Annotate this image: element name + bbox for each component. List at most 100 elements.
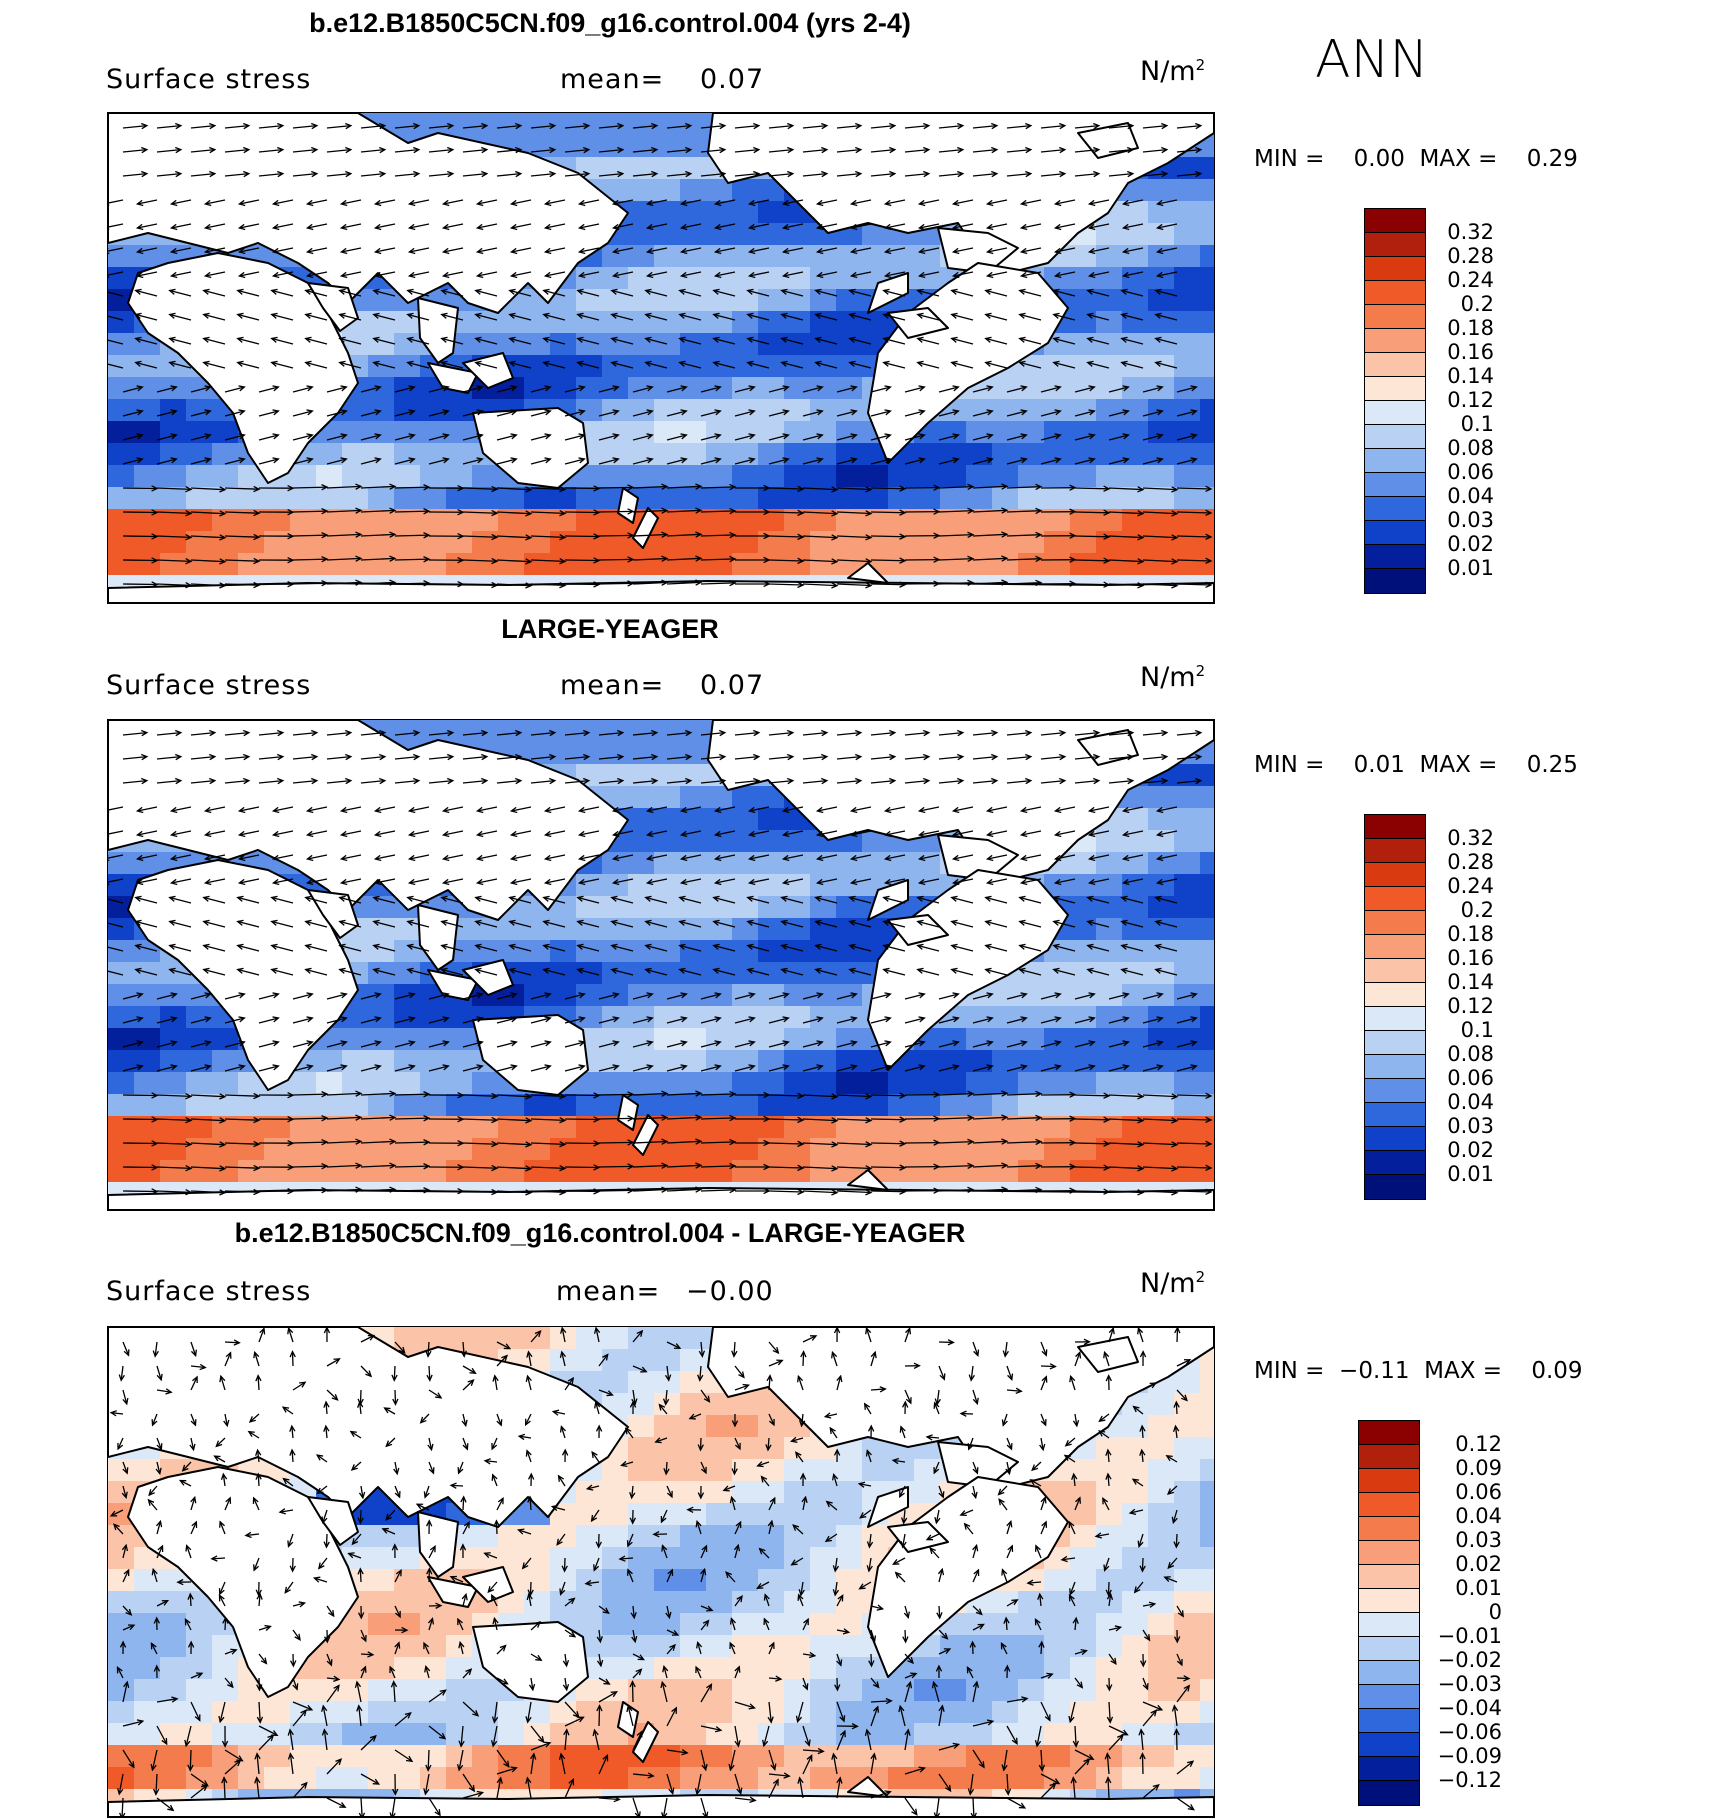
stress-vector <box>341 830 362 836</box>
stress-vector-head <box>168 360 176 367</box>
stress-vector-head <box>136 433 144 440</box>
shading-cell <box>1044 465 1071 488</box>
stress-vector <box>679 289 702 297</box>
stress-vector <box>1108 148 1133 153</box>
stress-vector-head <box>287 1163 295 1171</box>
stress-vector-head <box>340 992 348 999</box>
shading-cell <box>654 742 681 765</box>
stress-vector <box>156 487 191 491</box>
stress-vector <box>972 434 993 441</box>
shading-cell <box>134 1028 161 1051</box>
shading-cell <box>966 1160 993 1183</box>
stress-vector-head <box>311 146 319 154</box>
stress-vector <box>632 993 653 1000</box>
stress-vector <box>783 271 804 277</box>
stress-vector <box>681 199 702 205</box>
shading-cell <box>108 553 135 576</box>
stress-vector <box>224 148 249 153</box>
stress-vector-head <box>509 199 518 207</box>
stress-vector <box>747 896 770 904</box>
stress-vector-head <box>481 146 489 154</box>
shading-cell <box>1044 1138 1071 1161</box>
stress-vector-head <box>1137 558 1145 565</box>
stress-vector <box>632 458 653 465</box>
stress-vector <box>394 1093 430 1096</box>
stress-vector <box>1006 410 1027 417</box>
shading-cell <box>680 786 707 809</box>
shading-cell <box>1148 896 1175 919</box>
stress-vector <box>530 535 565 539</box>
stress-vector <box>326 779 351 784</box>
stress-vector <box>666 434 687 441</box>
shading-cell <box>1096 1437 1123 1460</box>
stress-vector <box>972 1065 993 1072</box>
stress-vector-head <box>814 895 822 902</box>
stress-vector-head <box>442 992 450 999</box>
shading-cell <box>420 720 447 743</box>
stress-vector-head <box>951 830 960 838</box>
stress-vector <box>1176 487 1212 490</box>
shading-cell <box>706 201 733 224</box>
shading-cell <box>1070 509 1097 532</box>
stress-vector <box>1074 1190 1110 1193</box>
stress-vector-head <box>406 967 414 974</box>
field-label: Surface stress <box>106 64 312 95</box>
shading-cell <box>1200 1072 1214 1095</box>
stress-vector <box>360 581 395 585</box>
stress-vector <box>224 731 249 736</box>
stress-vector-head <box>1025 122 1033 130</box>
stress-vector-head <box>714 457 722 464</box>
stress-vector-head <box>203 223 212 231</box>
stress-vector-head <box>781 199 790 207</box>
stress-vector <box>700 1093 736 1096</box>
stress-vector <box>749 223 770 229</box>
stress-vector-head <box>355 1186 363 1193</box>
stress-vector-head <box>713 247 722 255</box>
shading-cell <box>212 1094 239 1117</box>
stress-vector <box>1142 1094 1177 1098</box>
stress-vector <box>598 1189 634 1192</box>
shading-cell <box>1070 1116 1097 1139</box>
shading-cell <box>940 1116 967 1139</box>
stress-vector-head <box>238 457 246 464</box>
stress-vector <box>1089 878 1110 884</box>
shading-cell <box>810 962 837 985</box>
stress-vector <box>407 920 430 928</box>
shading-cell <box>1200 786 1214 809</box>
stress-vector-head <box>339 830 348 838</box>
shading-cell <box>1070 531 1097 554</box>
stress-vector-head <box>253 1092 261 1100</box>
stress-vector-head <box>685 729 693 737</box>
stress-vector-head <box>763 1091 771 1099</box>
stress-vector <box>870 1017 891 1024</box>
stress-vector <box>203 289 226 297</box>
shading-cell <box>654 399 681 422</box>
stress-vector <box>475 289 498 297</box>
shading-cell <box>342 940 369 963</box>
shading-cell <box>160 509 187 532</box>
stress-vector-head <box>957 753 965 761</box>
stress-vector <box>1021 271 1042 277</box>
shading-cell <box>1148 553 1175 576</box>
stress-vector <box>1121 944 1144 952</box>
stress-vector <box>734 124 759 129</box>
stress-vector <box>360 410 381 417</box>
stress-vector-head <box>967 1090 975 1098</box>
stress-vector <box>632 731 657 736</box>
shading-cell <box>576 962 603 985</box>
stress-vector <box>271 289 294 297</box>
stress-vector-head <box>695 483 703 490</box>
stress-vector <box>239 878 260 884</box>
stress-vector-head <box>679 223 688 231</box>
shading-cell <box>1018 1006 1045 1029</box>
stress-vector <box>428 148 453 153</box>
stress-vector <box>919 247 940 253</box>
shading-cell <box>108 1160 135 1183</box>
shading-cell <box>1174 1415 1201 1438</box>
shading-cell <box>810 487 837 510</box>
stress-vector-head <box>882 895 890 902</box>
shading-cell <box>602 742 629 765</box>
stress-vector-head <box>646 1064 654 1071</box>
shading-cell <box>732 267 759 290</box>
shading-cell <box>628 874 655 897</box>
